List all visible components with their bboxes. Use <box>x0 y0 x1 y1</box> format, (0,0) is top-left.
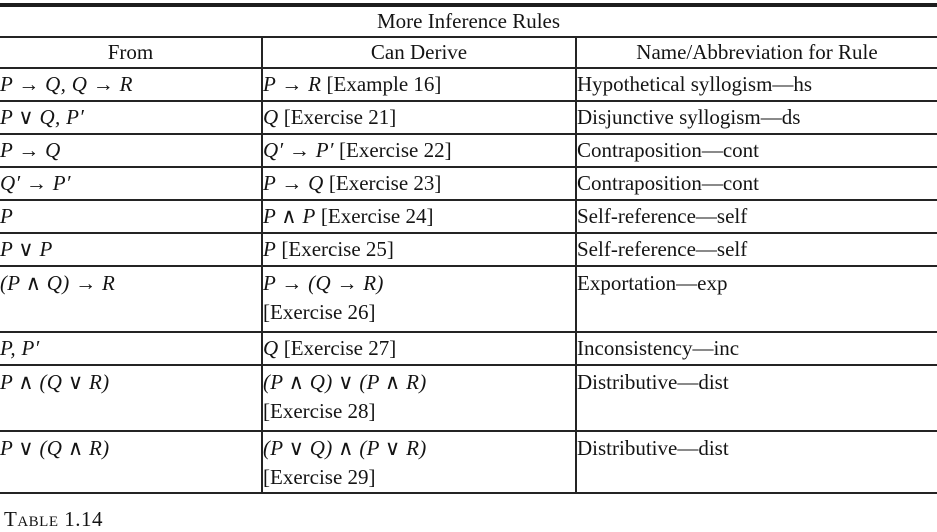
rule-name-cell: Contraposition—cont <box>575 167 937 201</box>
derive-reference: [Exercise 28] <box>263 399 376 423</box>
from-formula: P → Q, Q → R <box>0 72 133 96</box>
derive-formula: P → Q <box>263 171 324 195</box>
derive-formula: Q′ → P′ <box>263 138 334 162</box>
derive-reference: [Exercise 21] <box>283 105 397 129</box>
table-row: P, P′ Q [Exercise 27] Inconsistency—inc <box>0 332 937 366</box>
inference-rules-table: More Inference Rules From Can Derive Nam… <box>0 3 937 494</box>
rule-name-cell: Contraposition—cont <box>575 134 937 168</box>
table-row: P ∨ Q, P′ Q [Exercise 21] Disjunctive sy… <box>0 101 937 135</box>
derive-reference: [Exercise 23] <box>328 171 442 195</box>
derive-formula: Q <box>263 336 279 360</box>
column-header-rule-name: Name/Abbreviation for Rule <box>575 37 937 69</box>
from-cell: Q′ → P′ <box>0 167 262 201</box>
derive-cell: (P ∧ Q) ∨ (P ∧ R) [Exercise 28] <box>261 365 576 432</box>
table-row: P ∨ (Q ∧ R) (P ∨ Q) ∧ (P ∨ R) [Exercise 2… <box>0 431 937 494</box>
from-cell: P → Q <box>0 134 262 168</box>
from-formula: P, P′ <box>0 336 40 360</box>
table-row: P → Q, Q → R P → R [Example 16] Hypothet… <box>0 68 937 102</box>
derive-cell: P ∧ P [Exercise 24] <box>261 200 576 234</box>
derive-reference: [Example 16] <box>326 72 442 96</box>
derive-cell: P → (Q → R) [Exercise 26] <box>261 266 576 333</box>
derive-formula: P → (Q → R) <box>263 271 384 295</box>
derive-formula: (P ∨ Q) ∧ (P ∨ R) <box>263 436 427 460</box>
derive-cell: (P ∨ Q) ∧ (P ∨ R) [Exercise 29] <box>261 431 576 494</box>
from-formula: P ∧ (Q ∨ R) <box>0 370 110 394</box>
derive-formula: (P ∧ Q) ∨ (P ∧ R) <box>263 370 427 394</box>
derive-reference: [Exercise 25] <box>281 237 394 261</box>
derive-formula: Q <box>263 105 279 129</box>
derive-reference: [Exercise 22] <box>339 138 452 162</box>
rule-name-cell: Exportation—exp <box>575 266 937 333</box>
from-formula: P ∨ (Q ∧ R) <box>0 436 110 460</box>
table-row: Q′ → P′ P → Q [Exercise 23] Contrapositi… <box>0 167 937 201</box>
table-row: P P ∧ P [Exercise 24] Self-reference—sel… <box>0 200 937 234</box>
from-cell: P → Q, Q → R <box>0 68 262 102</box>
from-cell: P ∧ (Q ∨ R) <box>0 365 262 432</box>
table-row: (P ∧ Q) → R P → (Q → R) [Exercise 26] Exp… <box>0 266 937 333</box>
table-row: P → Q Q′ → P′ [Exercise 22] Contrapositi… <box>0 134 937 168</box>
derive-cell: P [Exercise 25] <box>261 233 576 267</box>
column-header-from: From <box>0 37 262 69</box>
table-header-row: From Can Derive Name/Abbreviation for Ru… <box>0 37 937 69</box>
derive-formula: P ∧ P <box>263 204 316 228</box>
derive-reference: [Exercise 26] <box>263 300 376 324</box>
from-formula: P ∨ P <box>0 237 53 261</box>
derive-cell: Q [Exercise 21] <box>261 101 576 135</box>
from-formula: Q′ → P′ <box>0 171 71 195</box>
table-row: P ∧ (Q ∨ R) (P ∧ Q) ∨ (P ∧ R) [Exercise 2… <box>0 365 937 432</box>
from-formula: P → Q <box>0 138 61 162</box>
derive-cell: Q′ → P′ [Exercise 22] <box>261 134 576 168</box>
rule-name-cell: Distributive—dist <box>575 431 937 494</box>
rule-name-cell: Self-reference—self <box>575 200 937 234</box>
derive-formula: P <box>263 237 277 261</box>
rule-name-cell: Disjunctive syllogism—ds <box>575 101 937 135</box>
from-formula: P <box>0 204 14 228</box>
from-formula: P ∨ Q, P′ <box>0 105 85 129</box>
scanned-textbook-page: More Inference Rules From Can Derive Nam… <box>0 3 937 531</box>
rule-name-cell: Distributive—dist <box>575 365 937 432</box>
derive-reference: [Exercise 27] <box>283 336 397 360</box>
rule-name-cell: Hypothetical syllogism—hs <box>575 68 937 102</box>
from-formula: (P ∧ Q) → R <box>0 271 116 295</box>
column-header-can-derive: Can Derive <box>261 37 576 69</box>
table-title-row: More Inference Rules <box>0 5 937 38</box>
from-cell: P ∨ Q, P′ <box>0 101 262 135</box>
table-row: P ∨ P P [Exercise 25] Self-reference—sel… <box>0 233 937 267</box>
derive-reference: [Exercise 29] <box>263 465 376 489</box>
table-title: More Inference Rules <box>0 5 937 38</box>
derive-cell: Q [Exercise 27] <box>261 332 576 366</box>
from-cell: P, P′ <box>0 332 262 366</box>
derive-reference: [Exercise 24] <box>320 204 434 228</box>
rule-name-cell: Inconsistency—inc <box>575 332 937 366</box>
derive-formula: P → R <box>263 72 322 96</box>
from-cell: P ∨ (Q ∧ R) <box>0 431 262 494</box>
from-cell: (P ∧ Q) → R <box>0 266 262 333</box>
derive-cell: P → Q [Exercise 23] <box>261 167 576 201</box>
rule-name-cell: Self-reference—self <box>575 233 937 267</box>
derive-cell: P → R [Example 16] <box>261 68 576 102</box>
from-cell: P <box>0 200 262 234</box>
from-cell: P ∨ P <box>0 233 262 267</box>
